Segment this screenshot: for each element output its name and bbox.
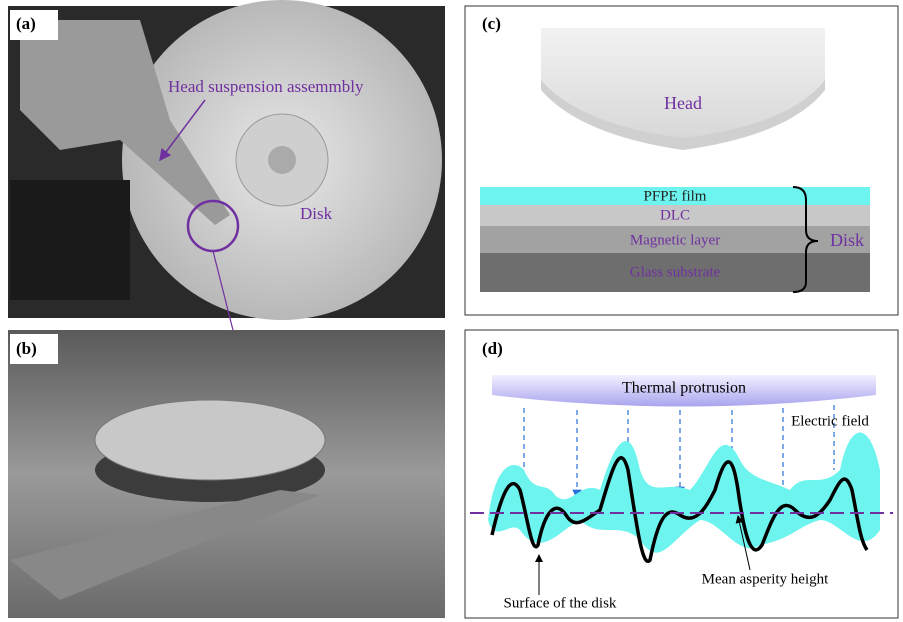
panel-label: (c) [482, 14, 501, 33]
panel-frame [465, 330, 898, 618]
annotation: Mean asperity height [702, 571, 829, 587]
annotation: Head suspension assemmbly [168, 77, 364, 96]
actuator [10, 180, 130, 300]
layer-label: DLC [660, 207, 690, 223]
protrusion-label: Thermal protrusion [622, 380, 746, 397]
panel-label: (d) [482, 339, 503, 358]
spindle [95, 400, 325, 480]
hub [268, 146, 296, 174]
panel-label: (b) [16, 339, 37, 358]
layer-label: Magnetic layer [630, 232, 720, 248]
layer-label: Glass substrate [630, 264, 721, 280]
panel-a: (a) Head suspension assemmbly Disk [8, 0, 445, 350]
annotation: Electric field [791, 413, 869, 429]
layer-label: PFPE film [644, 188, 707, 204]
panel-label: (a) [16, 14, 36, 33]
annotation: Disk [300, 204, 333, 223]
annotation: Surface of the disk [504, 595, 617, 611]
figure: (a) Head suspension assemmbly Disk (b) (… [0, 0, 903, 622]
group-label: Disk [830, 230, 864, 250]
panel-c: (c) Head PFPE film DLC Magnetic layer Gl… [465, 6, 898, 315]
panel-b: (b) [8, 330, 445, 618]
panel-d: (d) Thermal protrusion Electric field Su… [465, 330, 898, 618]
head-label: Head [664, 93, 702, 113]
